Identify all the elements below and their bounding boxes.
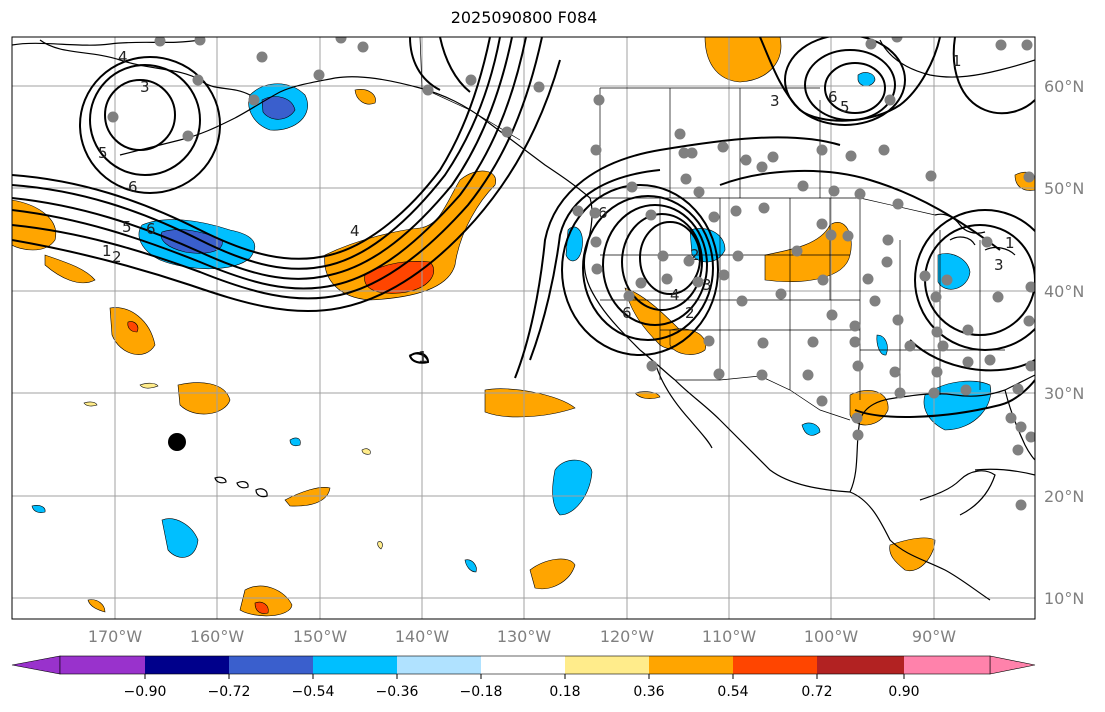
svg-text:2: 2 [690,246,700,264]
svg-text:6: 6 [622,304,632,322]
svg-text:1: 1 [1005,234,1015,252]
colorbar-tick-label: −0.36 [375,684,419,700]
longitude-label: 100°W [803,627,859,646]
political-borders [419,37,1005,421]
longitude-label: 170°W [87,627,143,646]
storm-center-marker [168,433,186,451]
latitude-label: 10°N [1044,589,1085,608]
colorbar-tick-label: −0.90 [123,684,167,700]
map-frame [11,36,1036,620]
longitude-label: 120°W [599,627,655,646]
colorbar-tick-label: 0.54 [717,684,749,700]
longitude-label: 160°W [189,627,245,646]
svg-text:1: 1 [102,242,112,260]
colorbar-tick-label: 0.90 [888,684,920,700]
longitude-label: 110°W [701,627,757,646]
colorbar-tick-label: −0.72 [207,684,251,700]
svg-text:4: 4 [670,286,680,304]
svg-text:3: 3 [994,256,1004,274]
svg-text:3: 3 [770,92,780,110]
longitude-label: 140°W [394,627,450,646]
latitude-label: 20°N [1044,487,1085,506]
svg-text:6: 6 [828,88,838,106]
latitude-label: 40°N [1044,282,1085,301]
colorbar-tick-label: 0.18 [549,684,581,700]
svg-text:6: 6 [598,204,608,222]
svg-text:6: 6 [146,220,156,238]
svg-text:5: 5 [122,218,132,236]
svg-text:1: 1 [952,52,962,70]
colorbar [11,655,1036,679]
svg-text:2: 2 [685,304,695,322]
colorbar-tick-label: 0.72 [801,684,833,700]
latitude-label: 50°N [1044,179,1085,198]
latitude-label: 30°N [1044,384,1085,403]
longitude-label: 90°W [911,627,957,646]
svg-text:4: 4 [350,222,360,240]
svg-text:3: 3 [702,276,712,294]
longitude-label: 130°W [496,627,552,646]
svg-text:5: 5 [98,144,108,162]
graticule [12,37,1035,619]
height-contours [12,37,1035,418]
map-title: 2025090800 F084 [450,8,598,27]
colorbar-tick-label: −0.54 [291,684,335,700]
station-markers [107,37,1035,511]
longitude-label: 150°W [292,627,348,646]
svg-text:1: 1 [418,348,428,366]
svg-text:2: 2 [112,248,122,266]
svg-text:5: 5 [840,98,850,116]
contour-labels: 4 3 5 6 5 6 1 2 4 1 6 4 3 2 6 5 3 1 3 1 … [98,48,1015,366]
svg-text:6: 6 [128,178,138,196]
colorbar-tick-label: 0.36 [633,684,665,700]
latitude-label: 60°N [1044,77,1085,96]
svg-text:3: 3 [140,78,150,96]
svg-text:4: 4 [118,48,128,66]
colorbar-tick-label: −0.18 [459,684,503,700]
